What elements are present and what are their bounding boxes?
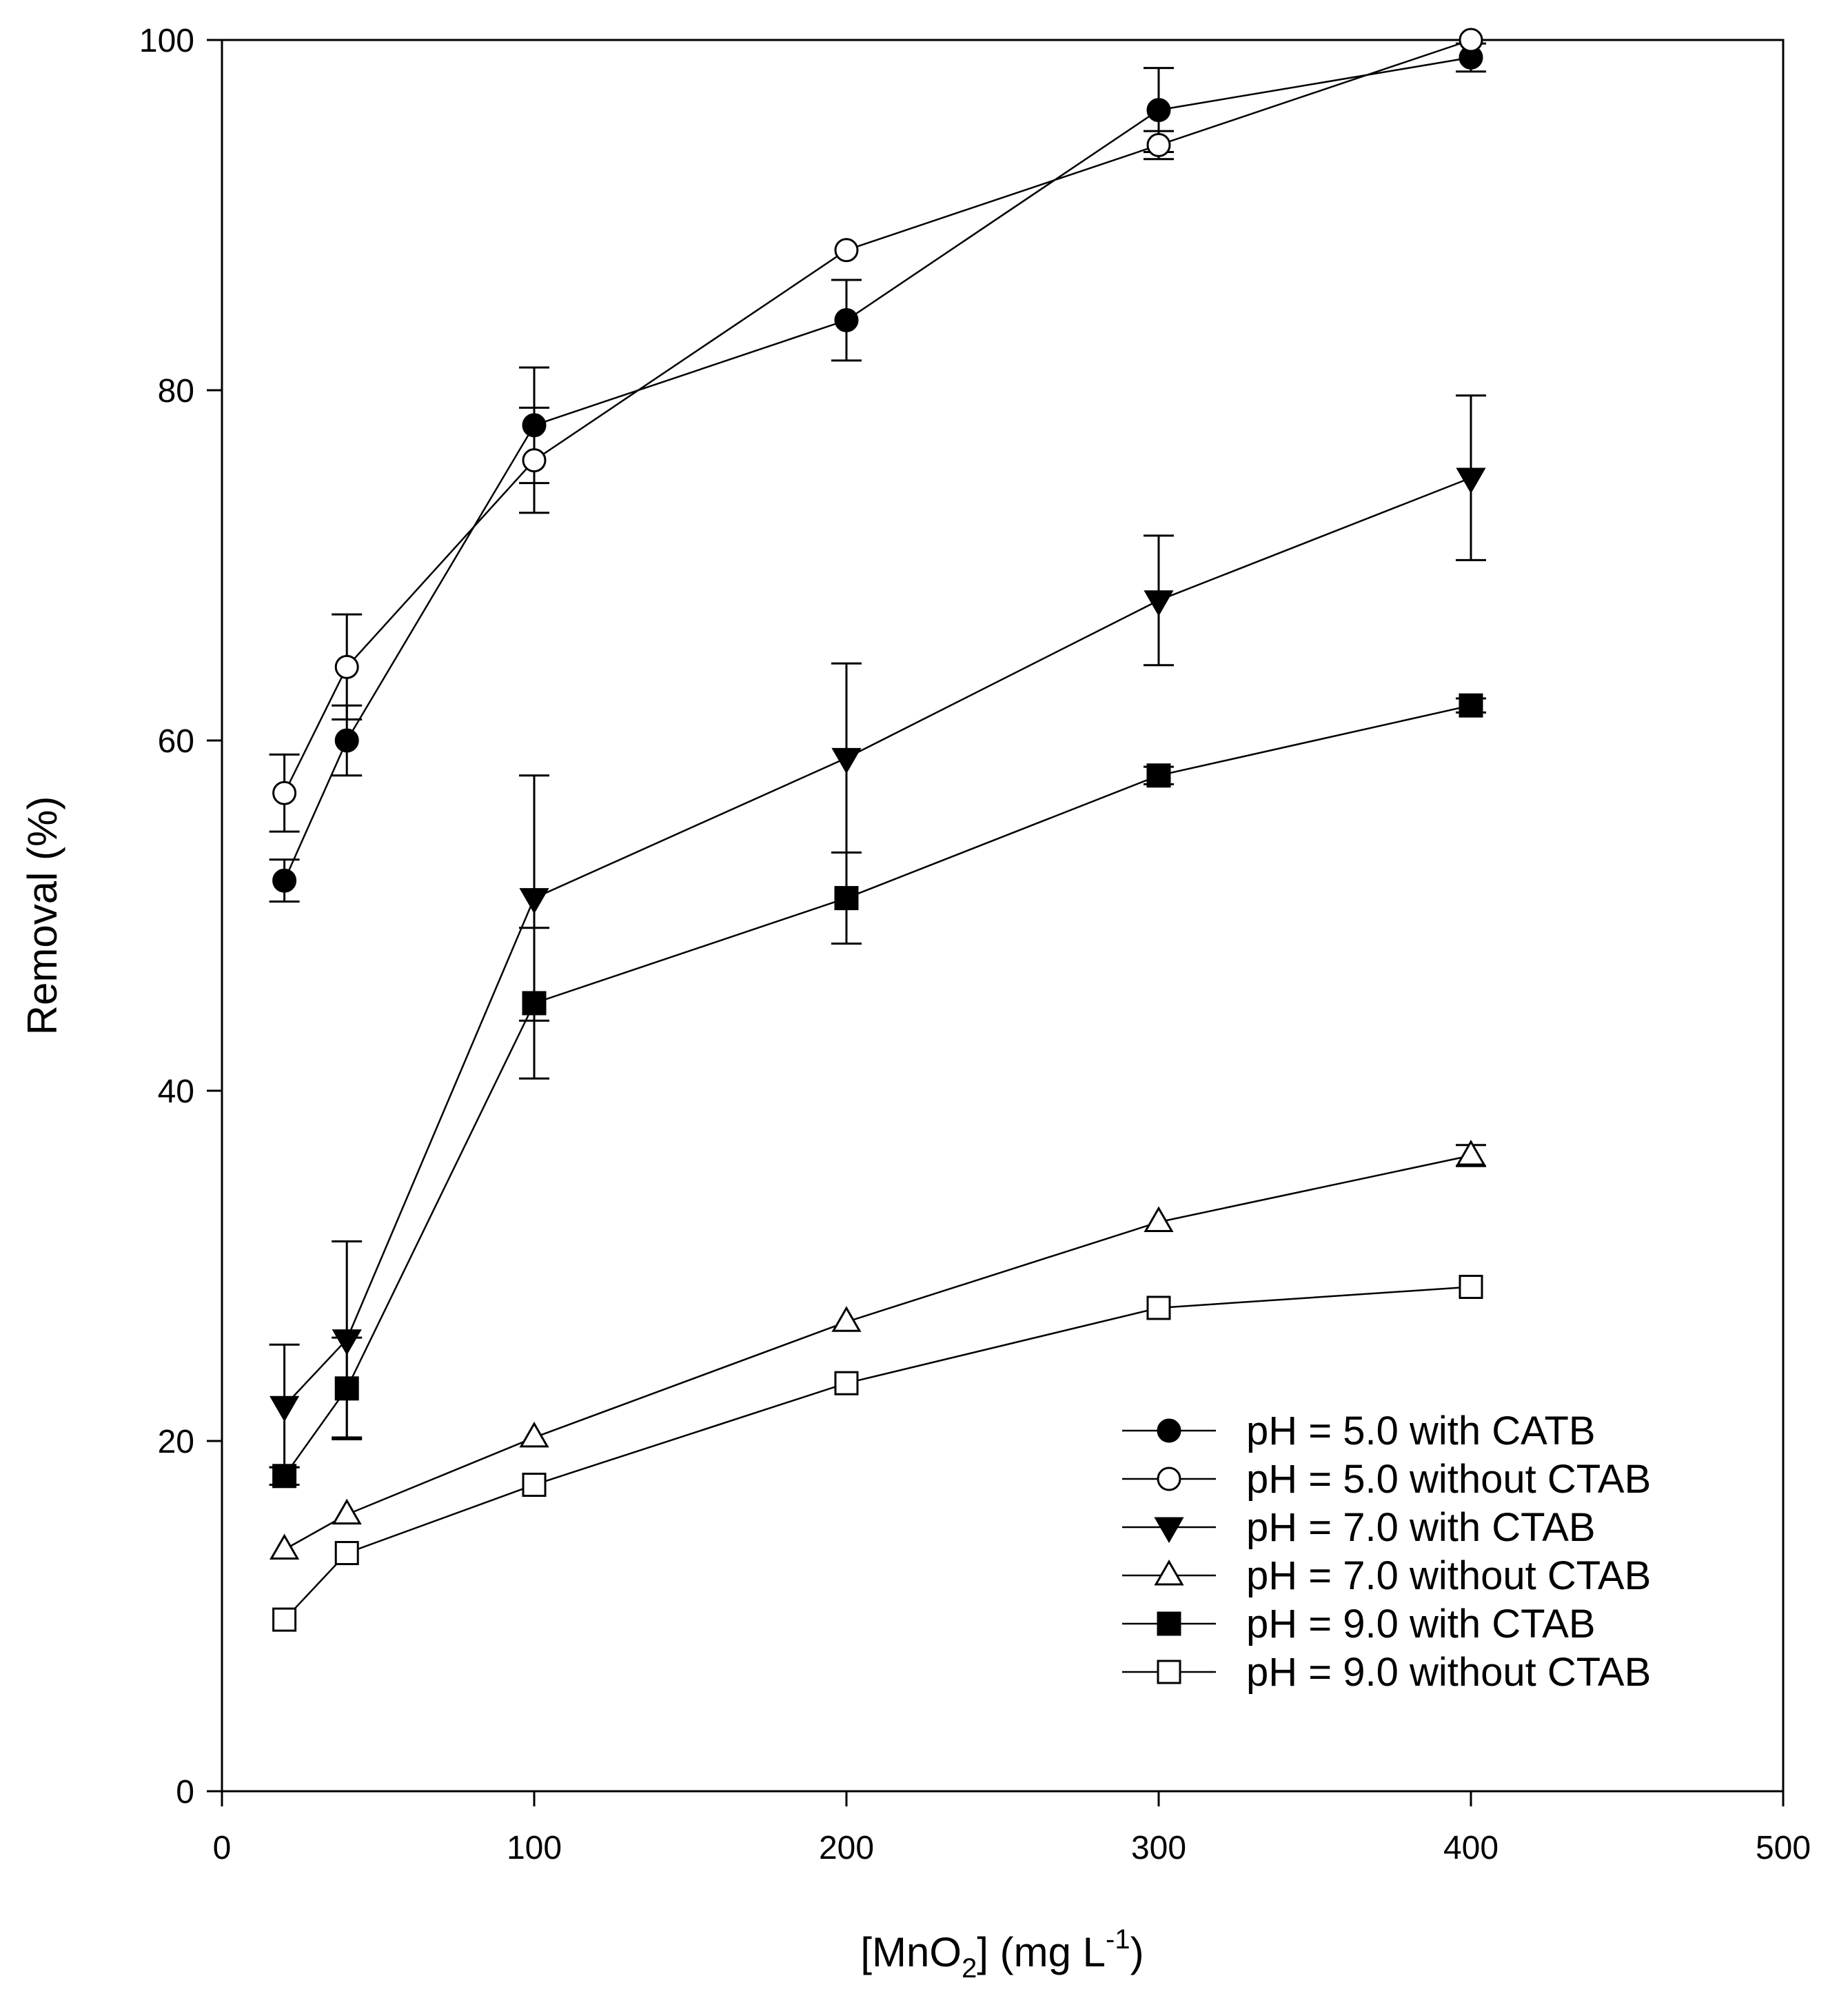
x-axis-label-subscript: 2 — [962, 1953, 977, 1984]
data-point — [834, 886, 859, 911]
x-tick-label: 0 — [213, 1830, 232, 1866]
series-6 — [272, 1274, 1483, 1632]
x-tick-label: 200 — [819, 1830, 874, 1866]
data-point — [1144, 590, 1174, 616]
x-tick-label: 300 — [1131, 1830, 1186, 1866]
series-5 — [269, 693, 1486, 1489]
data-point — [1459, 1274, 1483, 1299]
x-axis-label-superscript: -1 — [1106, 1924, 1130, 1955]
data-point — [834, 1371, 859, 1395]
series-1 — [269, 42, 1486, 903]
data-point — [522, 1473, 547, 1497]
legend-entry-2: pH = 5.0 without CTAB — [1122, 1457, 1651, 1502]
data-point — [1459, 28, 1483, 52]
legend-entry-3: pH = 7.0 with CTAB — [1122, 1505, 1596, 1550]
series-line — [283, 39, 1472, 794]
y-tick-label: 80 — [158, 373, 194, 410]
x-tick-label: 500 — [1756, 1830, 1811, 1866]
data-point — [1146, 132, 1171, 157]
data-point — [831, 747, 862, 774]
x-axis-label-part-3: ) — [1130, 1929, 1144, 1975]
data-point — [334, 728, 359, 753]
series-4 — [270, 1139, 1486, 1560]
legend-label: pH = 7.0 without CTAB — [1246, 1553, 1651, 1598]
x-tick-label: 100 — [507, 1830, 562, 1866]
data-point — [334, 1376, 359, 1401]
x-axis-label: [MnO2] (mg L-1) — [860, 1924, 1144, 1984]
y-tick-label: 40 — [158, 1073, 194, 1110]
data-point — [272, 780, 297, 805]
data-point — [334, 1541, 359, 1566]
y-tick-label: 20 — [158, 1424, 194, 1460]
series-layer — [269, 28, 1486, 1632]
legend-label: pH = 7.0 with CTAB — [1246, 1505, 1596, 1550]
data-point — [1146, 98, 1171, 123]
data-point — [519, 888, 549, 914]
legend-marker — [1154, 1559, 1184, 1586]
data-point — [332, 1498, 362, 1525]
legend-marker — [1157, 1466, 1181, 1491]
data-point — [1146, 1296, 1171, 1320]
legend-entry-4: pH = 7.0 without CTAB — [1122, 1553, 1651, 1598]
legend-marker — [1157, 1660, 1181, 1684]
series-line — [283, 57, 1472, 881]
y-tick-label: 0 — [176, 1774, 194, 1811]
data-point — [1456, 1139, 1486, 1166]
data-point — [272, 1607, 297, 1632]
data-point — [834, 308, 859, 332]
data-point — [270, 1533, 300, 1560]
legend-entry-6: pH = 9.0 without CTAB — [1122, 1650, 1651, 1695]
data-point — [519, 1421, 549, 1448]
data-point — [1459, 693, 1483, 718]
y-tick-label: 60 — [158, 723, 194, 760]
x-tick-label: 400 — [1443, 1830, 1498, 1866]
legend-label: pH = 5.0 without CTAB — [1246, 1457, 1651, 1502]
x-axis-label-part-2: ] (mg L — [977, 1929, 1106, 1975]
x-axis-label-part-1: [MnO — [860, 1929, 962, 1975]
series-line — [283, 704, 1472, 1477]
y-tick-label: 100 — [139, 23, 194, 59]
legend-label: pH = 9.0 without CTAB — [1246, 1650, 1651, 1695]
legend-marker — [1157, 1611, 1181, 1636]
series-2 — [269, 28, 1483, 833]
legend-entry-5: pH = 9.0 with CTAB — [1122, 1602, 1596, 1646]
y-axis-label: Removal (%) — [19, 796, 65, 1036]
legend-marker — [1157, 1418, 1181, 1443]
legend-label: pH = 9.0 with CTAB — [1246, 1602, 1596, 1646]
series-line — [283, 476, 1472, 1407]
data-point — [522, 448, 547, 473]
data-point — [272, 868, 297, 893]
legend-entry-1: pH = 5.0 with CATB — [1122, 1409, 1596, 1453]
data-point — [831, 1306, 862, 1332]
legend-label: pH = 5.0 with CATB — [1246, 1409, 1596, 1453]
data-point — [1146, 763, 1171, 788]
data-point — [834, 238, 859, 263]
legend-marker — [1154, 1517, 1184, 1544]
data-point — [270, 1395, 300, 1422]
data-point — [1144, 1206, 1174, 1232]
axes: 0 100 200 300 400 500 0 20 40 60 80 100 — [139, 23, 1811, 1866]
data-point — [334, 654, 359, 679]
series-3 — [269, 394, 1486, 1469]
plot-area-frame — [221, 39, 1785, 1793]
data-point — [1456, 467, 1486, 494]
data-point — [522, 991, 547, 1016]
data-point — [272, 1464, 297, 1489]
